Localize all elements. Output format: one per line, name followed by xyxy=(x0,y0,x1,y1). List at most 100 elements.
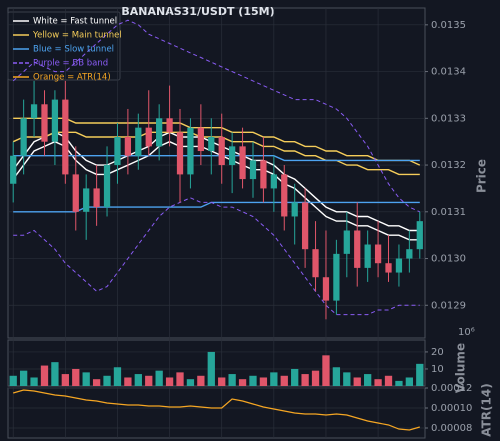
volume-bar xyxy=(218,377,226,386)
candle-body xyxy=(72,174,79,212)
volume-bar xyxy=(176,372,184,386)
candle-body xyxy=(124,137,132,156)
legend-label: Blue = Slow tunnel xyxy=(33,45,114,55)
y-tick-label: 0.0134 xyxy=(431,67,466,78)
volume-bar xyxy=(416,363,424,386)
y-axis-label: ATR(14) xyxy=(480,383,494,436)
candle-body xyxy=(374,244,382,264)
candle-body xyxy=(156,118,163,147)
volume-bar xyxy=(30,377,38,386)
candle-body xyxy=(416,221,423,250)
legend-label: Yellow = Main tunnel xyxy=(32,31,122,41)
volume-bar xyxy=(19,370,28,386)
candle-body xyxy=(114,137,121,166)
y-tick-label: 0.0133 xyxy=(431,113,466,124)
volume-bar xyxy=(301,374,309,386)
candle-body xyxy=(260,160,267,189)
candle-body xyxy=(176,132,184,175)
volume-frame xyxy=(7,339,426,387)
volume-bar xyxy=(113,367,122,386)
candle-body xyxy=(281,174,288,217)
candle-body xyxy=(103,165,111,208)
volume-bar xyxy=(228,374,236,386)
volume-bar xyxy=(364,374,372,386)
candle-body xyxy=(312,249,319,278)
volume-bar xyxy=(103,375,111,386)
candle-body xyxy=(385,263,392,273)
y-tick-label: 0.0132 xyxy=(431,160,466,171)
volume-bar xyxy=(165,377,174,386)
volume-bar xyxy=(207,351,215,386)
volume-bar xyxy=(134,374,142,386)
tunnel-line xyxy=(13,201,420,213)
candle-body xyxy=(406,249,413,259)
candle-body xyxy=(291,202,298,217)
volume-bar xyxy=(270,372,278,386)
volume-bar xyxy=(259,377,268,386)
volume-bar xyxy=(51,362,59,386)
volume-bar xyxy=(280,375,288,386)
candle-body xyxy=(208,137,215,152)
candle-body xyxy=(395,258,403,273)
candle-body xyxy=(364,244,371,268)
candle-body xyxy=(322,277,330,301)
candle-body xyxy=(249,160,257,180)
volume-bar xyxy=(186,379,195,386)
tunnel-line xyxy=(13,155,420,162)
y-axis-label: Price xyxy=(475,159,489,193)
atr-line xyxy=(13,389,420,431)
volume-bar xyxy=(124,377,132,386)
candle-body xyxy=(301,202,309,250)
candle-body xyxy=(187,127,194,175)
volume-bar xyxy=(72,368,80,386)
volume-bar xyxy=(405,377,414,386)
tunnel-line xyxy=(12,140,420,241)
volume-bar xyxy=(395,380,403,386)
tunnel-line xyxy=(13,197,420,316)
volume-bar xyxy=(238,379,247,386)
volume-bar xyxy=(353,377,361,386)
tunnel-line xyxy=(13,117,421,166)
candle-body xyxy=(218,137,225,166)
volume-bar xyxy=(311,370,320,386)
candle-body xyxy=(51,99,59,142)
y-tick-label: 0.00012 xyxy=(431,383,472,394)
candle-body xyxy=(30,104,38,119)
candle-body xyxy=(41,104,48,142)
y-tick-label: 0.0129 xyxy=(431,300,466,311)
y-tick-label: 0.00008 xyxy=(431,423,472,434)
candle-body xyxy=(10,155,17,184)
y-tick-label: 0.0135 xyxy=(431,20,466,31)
volume-bar xyxy=(92,379,101,386)
candle-body xyxy=(145,127,152,147)
candle-body xyxy=(93,188,100,208)
volume-bar xyxy=(322,355,330,386)
candle-body xyxy=(229,146,236,166)
volume-bar xyxy=(9,375,17,386)
volume-bar xyxy=(197,375,205,386)
candle-body xyxy=(343,230,350,254)
price-frame xyxy=(7,7,426,339)
y-tick-label: 0.00010 xyxy=(431,403,472,414)
y-tick-label: 0.0131 xyxy=(431,207,466,218)
volume-bar xyxy=(343,372,351,386)
candle-body xyxy=(239,146,246,180)
volume-bar xyxy=(332,367,341,386)
legend-label: Orange = ATR(14) xyxy=(33,73,111,83)
legend-label: White = Fast tunnel xyxy=(33,17,117,27)
volume-bar xyxy=(249,375,257,386)
volume-bar xyxy=(145,375,153,386)
y-axis-label: Volume xyxy=(454,343,468,393)
axis-scale-label: 10⁶ xyxy=(458,327,475,338)
chart-title: BANANAS31/USDT (15M) xyxy=(121,5,274,18)
candle-body xyxy=(333,253,340,301)
volume-bar xyxy=(40,365,49,386)
y-tick-label: 20 xyxy=(431,347,444,358)
candle-body xyxy=(197,127,204,152)
y-tick-label: 10 xyxy=(431,364,444,375)
tunnel-line xyxy=(12,131,420,176)
candle-body xyxy=(135,127,142,156)
legend-label: Purple = BB band xyxy=(33,59,108,69)
candle-body xyxy=(62,99,69,175)
